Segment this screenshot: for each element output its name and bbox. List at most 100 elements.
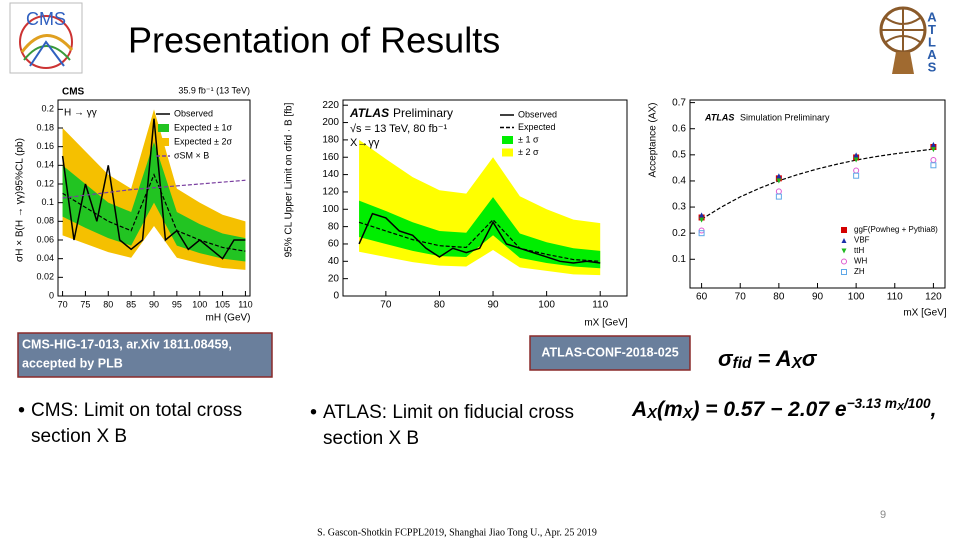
marker <box>776 173 782 179</box>
cms-logo: CMS <box>9 2 83 74</box>
formula: σfid = AXσ <box>718 346 818 372</box>
plot-annotation: ATLAS <box>704 112 734 122</box>
legend-swatch <box>158 124 169 132</box>
bullet-text: section X B <box>323 428 419 449</box>
plot-annotation: CMS <box>62 87 85 98</box>
y-tick-label: 0.2 <box>41 104 54 114</box>
marker <box>698 230 705 237</box>
legend-swatch <box>502 136 513 144</box>
y-tick-label: 0.02 <box>36 272 54 282</box>
atlas-logo <box>879 6 927 74</box>
band <box>359 197 601 269</box>
x-tick-label: 105 <box>215 299 230 309</box>
marker <box>930 162 937 169</box>
x-tick-label: 100 <box>192 299 207 309</box>
x-axis-label: mX [GeV] <box>584 318 628 329</box>
legend-label: σSM × B <box>174 150 209 160</box>
plot: 70 75 80 85 90 95 100 105 110 0 0.02 0.04 0.06 0.08 0.… <box>15 85 253 323</box>
marker <box>841 248 847 254</box>
marker <box>853 152 859 158</box>
line <box>62 173 246 252</box>
y-tick-label: 0.7 <box>672 97 686 108</box>
y-tick-label: 0.3 <box>672 202 686 213</box>
x-axis-label: mH (GeV) <box>206 313 251 324</box>
y-axis-label: σH × B(H → γγ)95%CL (pb) <box>15 138 26 262</box>
y-tick-label: 220 <box>322 100 339 111</box>
y-tick-label: 0.14 <box>36 160 54 170</box>
y-tick-label: 0.2 <box>672 228 686 239</box>
marker <box>699 212 705 218</box>
atlas-logo-letter: S <box>928 59 937 74</box>
atlas-logo-letter: A <box>927 9 937 24</box>
y-tick-label: 0.16 <box>36 141 54 151</box>
reference-text: ATLAS-CONF-2018-025 <box>541 345 678 359</box>
y-tick-label: 100 <box>322 204 339 215</box>
y-tick-label: 0.1 <box>672 254 686 265</box>
x-tick-label: 110 <box>592 300 608 311</box>
x-tick-label: 70 <box>735 292 747 303</box>
plot-area <box>690 100 945 288</box>
formula-part: = <box>751 346 775 371</box>
marker <box>699 217 705 223</box>
marker <box>841 258 847 265</box>
line <box>61 118 246 260</box>
legend-label: Expected <box>518 122 556 132</box>
marker <box>776 178 782 184</box>
formula-part: X <box>896 401 905 413</box>
plot-annotation: Simulation Preliminary <box>740 112 830 122</box>
formula-part: (m <box>657 398 683 421</box>
reference-text: accepted by PLB <box>22 356 123 370</box>
line <box>701 148 934 220</box>
formula-part: , <box>930 398 937 421</box>
reference-box <box>17 332 273 378</box>
legend-label: ttH <box>854 246 864 255</box>
x-tick-label: 100 <box>848 292 865 303</box>
formula: AX(mX) = 0.57 − 2.07 e−3.13 mX/100, <box>631 396 936 422</box>
formula-part: ) = 0.57 − 2.07 <box>690 398 834 421</box>
x-tick-label: 90 <box>812 292 824 303</box>
y-tick-label: 20 <box>328 273 340 284</box>
x-tick-label: 100 <box>538 300 555 311</box>
reference-text: CMS-HIG-17-013, ar.Xiv 1811.08459, <box>22 337 232 351</box>
x-tick-label: 80 <box>103 299 113 309</box>
y-tick-label: 0.1 <box>41 197 54 207</box>
legend-label: ± 1 σ <box>518 134 539 144</box>
y-tick-label: 0.04 <box>36 253 54 263</box>
plot: 70 80 90 100 110 0 20 40 60 80 100 120 140 160 180 200 2… <box>284 99 628 329</box>
formula-part: −3.13 m <box>847 396 897 411</box>
legend-swatch <box>158 138 169 146</box>
y-tick-label: 0.08 <box>36 216 54 226</box>
x-tick-label: 95 <box>172 299 182 309</box>
x-tick-label: 70 <box>380 300 392 311</box>
bullet-text: CMS: Limit on total cross <box>31 400 242 421</box>
marker <box>930 141 936 147</box>
plot-annotation: 35.9 fb⁻¹ (13 TeV) <box>178 85 250 95</box>
formula-part: X <box>682 406 694 422</box>
bullet-text: section X B <box>31 426 127 447</box>
band <box>62 142 246 262</box>
plot-content <box>698 141 937 237</box>
y-tick-label: 180 <box>322 135 339 146</box>
y-tick-label: 0 <box>333 291 339 302</box>
slide-title: Presentation of Results <box>128 20 500 61</box>
page-number: 9 <box>880 509 886 521</box>
marker <box>930 147 936 153</box>
legend-label: WH <box>854 257 868 266</box>
legend-swatch <box>502 148 513 157</box>
formula-part: /100 <box>903 396 931 411</box>
line <box>62 179 246 199</box>
y-tick-label: 120 <box>322 187 339 198</box>
y-axis-label: 95% CL Upper Limit on σfid · B [fb] <box>284 102 295 257</box>
marker <box>853 157 859 163</box>
marker <box>775 193 782 200</box>
marker <box>853 172 860 179</box>
x-tick-label: 75 <box>80 299 90 309</box>
y-tick-label: 0.5 <box>672 149 686 160</box>
legend-label: ± 2 σ <box>518 147 539 157</box>
x-tick-label: 90 <box>487 300 499 311</box>
bullet-dot: • <box>18 399 25 421</box>
legend-label: ZH <box>854 267 865 276</box>
legend-label: Expected ± 1σ <box>174 122 232 132</box>
plot-annotation: H → γγ <box>64 108 97 119</box>
formula-part: σ <box>802 346 818 371</box>
